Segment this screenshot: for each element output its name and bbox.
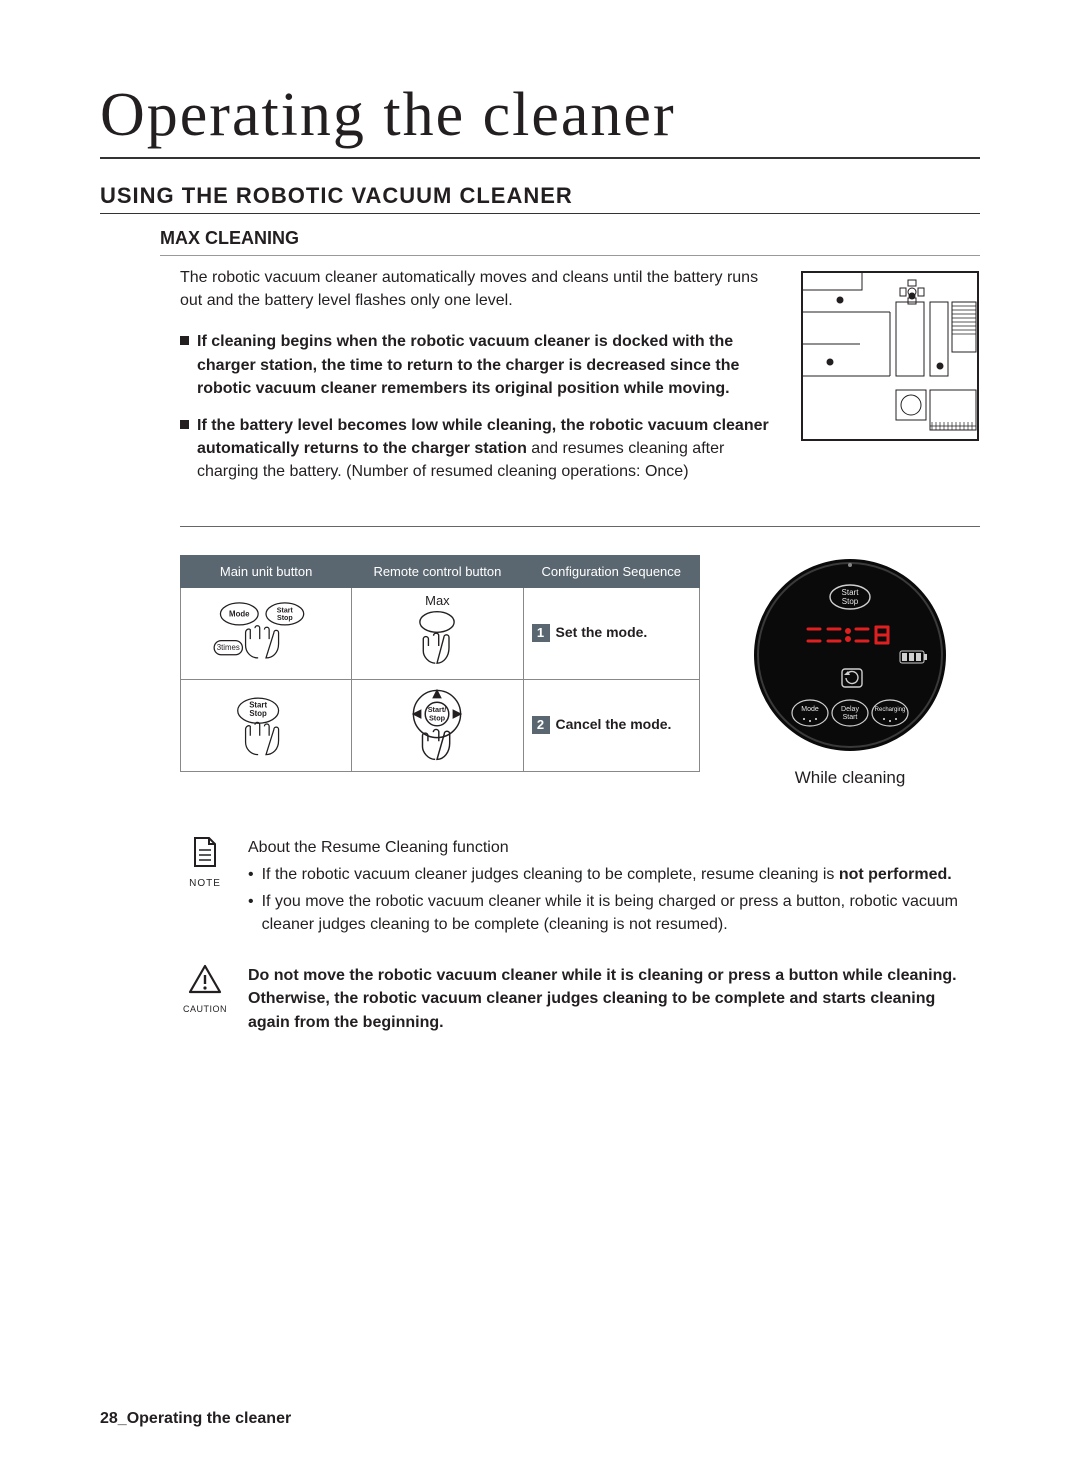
svg-text:Start: Start <box>249 700 267 709</box>
svg-text:Stop: Stop <box>250 709 268 718</box>
seq-number: 2 <box>532 716 550 734</box>
robot-display: Start Stop <box>740 555 960 788</box>
floorplan-diagram <box>800 266 980 446</box>
svg-text:Mode: Mode <box>801 706 819 713</box>
hand-press-icon <box>392 610 482 670</box>
svg-text:Recharging: Recharging <box>875 707 906 713</box>
table-header: Remote control button <box>352 555 523 587</box>
seq-text: Set the mode. <box>556 624 648 640</box>
page-title: Operating the cleaner <box>100 80 980 159</box>
svg-text:Stop: Stop <box>842 597 859 606</box>
table-row: Start Stop <box>181 679 700 771</box>
caution-label: CAUTION <box>180 1003 230 1016</box>
svg-text:3times: 3times <box>217 643 240 652</box>
svg-text:Start: Start <box>842 588 860 597</box>
svg-text:Start: Start <box>843 714 858 721</box>
svg-text:Start: Start <box>277 607 294 614</box>
svg-text:Delay: Delay <box>841 706 859 713</box>
remote-label: Max <box>352 593 522 608</box>
page-footer: 28_Operating the cleaner <box>100 1410 291 1428</box>
divider <box>180 526 980 527</box>
hand-press-icon: Mode Start Stop 3times <box>211 593 321 671</box>
hand-press-icon: Start Stop <box>211 685 321 763</box>
note-title: About the Resume Cleaning function <box>248 836 980 859</box>
intro-paragraph: The robotic vacuum cleaner automatically… <box>180 266 776 312</box>
caution-text: Do not move the robotic vacuum cleaner w… <box>248 964 980 1034</box>
bullet-item: If cleaning begins when the robotic vacu… <box>180 330 776 400</box>
table-row: Mode Start Stop 3times Max <box>181 587 700 679</box>
bullet-square-icon <box>180 336 189 345</box>
note-icon <box>191 836 219 868</box>
note-item: If the robotic vacuum cleaner judges cle… <box>248 863 980 886</box>
table-header: Configuration Sequence <box>523 555 699 587</box>
robot-caption: While cleaning <box>740 768 960 788</box>
svg-text:Mode: Mode <box>229 609 250 618</box>
svg-text:Stop: Stop <box>277 615 293 622</box>
note-item: If you move the robotic vacuum cleaner w… <box>248 890 980 936</box>
section-heading: USING THE ROBOTIC VACUUM CLEANER <box>100 183 980 214</box>
seq-text: Cancel the mode. <box>556 716 672 732</box>
note-label: NOTE <box>180 877 230 892</box>
seq-number: 1 <box>532 624 550 642</box>
remote-dpad-icon: Start/ Stop <box>382 685 492 763</box>
bullet-bold: If cleaning begins when the robotic vacu… <box>197 333 739 396</box>
table-header: Main unit button <box>181 555 352 587</box>
bullet-square-icon <box>180 420 189 429</box>
caution-icon <box>188 964 222 994</box>
subheading: MAX CLEANING <box>160 228 980 256</box>
svg-text:Stop: Stop <box>429 713 446 722</box>
config-table: Main unit button Remote control button C… <box>180 555 700 772</box>
bullet-item: If the battery level becomes low while c… <box>180 414 776 484</box>
